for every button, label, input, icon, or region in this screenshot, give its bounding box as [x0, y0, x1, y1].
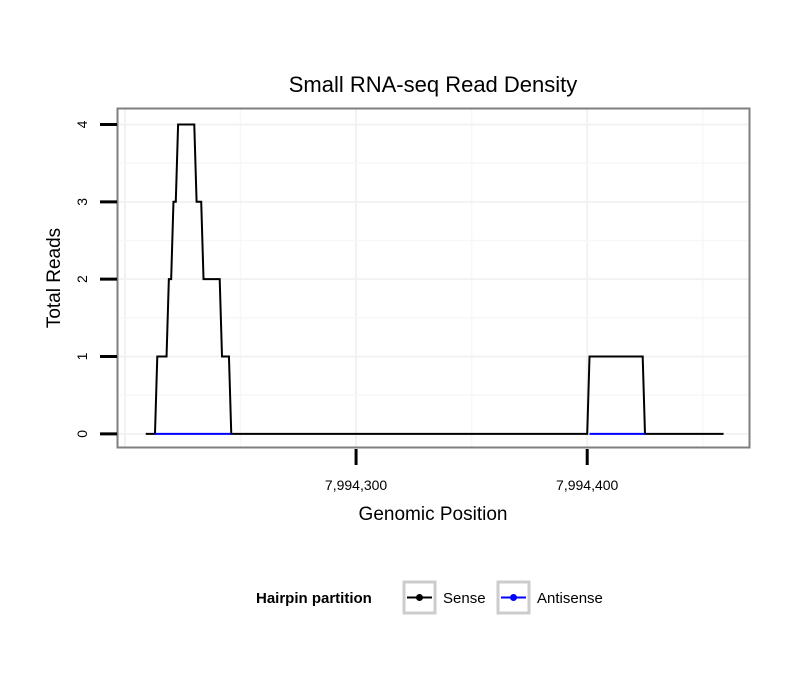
legend: Hairpin partition Sense Antisense [256, 580, 603, 615]
x-axis-label: Genomic Position [359, 504, 508, 525]
series-layer [145, 123, 724, 435]
x-tick-label: 7,994,400 [556, 477, 618, 493]
chart-title: Small RNA-seq Read Density [289, 72, 578, 97]
y-tick-label: 2 [74, 275, 90, 283]
x-tick-label: 7,994,300 [325, 477, 387, 493]
legend-key-point-antisense [510, 594, 517, 601]
legend-label-sense: Sense [443, 590, 486, 607]
series-line-sense [145, 123, 724, 435]
y-tick-label: 1 [74, 352, 90, 360]
y-tick-label: 3 [74, 198, 90, 206]
y-axis-label: Total Reads [44, 228, 65, 328]
legend-label-antisense: Antisense [537, 590, 603, 607]
y-tick-label: 0 [74, 430, 90, 438]
y-tick-label: 4 [74, 120, 90, 128]
grid-lines [118, 109, 749, 447]
x-axis: 7,994,300 7,994,400 [325, 449, 619, 493]
plot-panel-border [116, 107, 751, 449]
legend-title: Hairpin partition [256, 590, 372, 607]
y-axis: 0 1 2 3 4 [74, 120, 117, 438]
legend-key-sense [402, 580, 437, 615]
legend-key-antisense [496, 580, 531, 615]
legend-key-point-sense [416, 594, 423, 601]
